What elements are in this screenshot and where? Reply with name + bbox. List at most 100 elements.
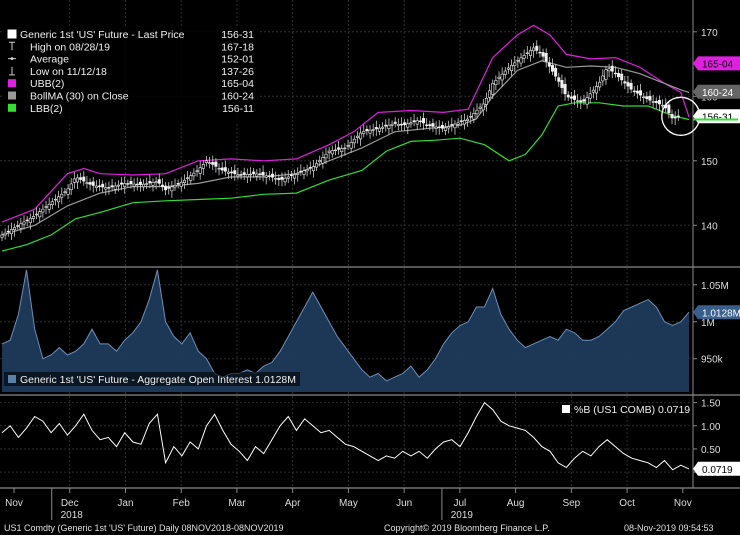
candle-body xyxy=(550,65,554,72)
candle-body xyxy=(494,79,498,85)
candle-body xyxy=(374,127,378,130)
candle-body xyxy=(274,178,278,180)
candle-body xyxy=(566,94,570,98)
candle-body xyxy=(466,118,470,121)
candle-body xyxy=(390,123,394,126)
candle-body xyxy=(151,182,155,186)
candle-body xyxy=(422,118,426,124)
candle-body xyxy=(186,177,190,179)
low-marker-icon xyxy=(9,66,15,76)
ubb-value-tag: 165-04 xyxy=(702,59,734,70)
candle-body xyxy=(541,52,545,57)
candle-body xyxy=(632,90,636,93)
candle-body xyxy=(179,182,183,187)
candle-body xyxy=(528,50,532,56)
candle-body xyxy=(437,126,441,129)
candle-body xyxy=(3,232,7,236)
candle-body xyxy=(293,174,297,179)
legend-item-name: High on 08/28/19 xyxy=(30,41,110,53)
candle-body xyxy=(406,123,410,128)
price-tick-label: 150 xyxy=(701,157,718,168)
candle-body xyxy=(579,100,583,103)
candle-body xyxy=(484,97,488,105)
candle-body xyxy=(164,185,168,191)
month-label: Apr xyxy=(285,498,301,509)
candle-body xyxy=(607,68,611,72)
month-label: Jan xyxy=(117,498,133,509)
candle-body xyxy=(510,64,514,71)
candle-body xyxy=(613,72,617,75)
candle-body xyxy=(85,182,89,184)
month-label: Nov xyxy=(674,498,692,509)
candle-body xyxy=(255,173,259,177)
grid-lines xyxy=(0,0,740,489)
candle-body xyxy=(610,65,614,72)
candle-body xyxy=(639,90,643,96)
candle-body xyxy=(280,176,284,180)
candle-body xyxy=(365,128,369,132)
candle-body xyxy=(142,183,146,188)
legend-background xyxy=(4,28,259,122)
legend-item-value: 156-11 xyxy=(222,103,254,115)
candle-body xyxy=(211,162,215,165)
candle-body xyxy=(491,83,495,95)
average-line-icon-dot xyxy=(10,57,14,61)
candle-body xyxy=(462,120,466,125)
candle-body xyxy=(60,193,64,198)
pb-value-tag: 0.0719 xyxy=(702,465,733,476)
candle-body xyxy=(53,198,57,201)
candle-body xyxy=(560,80,564,88)
candle-body xyxy=(286,176,290,179)
candle-body xyxy=(623,81,627,84)
candle-body xyxy=(648,95,652,101)
ubbband-line xyxy=(1,24,690,223)
candle-body xyxy=(673,116,677,119)
candle-body xyxy=(620,73,624,81)
candle-body xyxy=(113,185,117,190)
candle-body xyxy=(79,177,83,180)
candle-body xyxy=(129,181,133,185)
candle-body xyxy=(481,103,485,111)
last-price-value-tag: 156-31 xyxy=(702,112,734,123)
white-square-icon xyxy=(7,29,17,39)
legend-item-value: 165-04 xyxy=(221,78,254,90)
legend-item-name: Average xyxy=(30,54,69,66)
candle-body xyxy=(217,167,221,170)
candle-body xyxy=(35,213,39,216)
candle-body xyxy=(500,73,504,81)
candle-body xyxy=(154,181,158,183)
candle-body xyxy=(50,201,54,205)
candle-body xyxy=(585,97,589,105)
candle-body xyxy=(544,52,548,62)
candle-body xyxy=(337,147,341,150)
candle-body xyxy=(359,132,363,140)
candle-body xyxy=(554,67,558,77)
candle-body xyxy=(409,122,413,125)
candle-body xyxy=(167,186,171,189)
candle-body xyxy=(519,57,523,64)
candle-body xyxy=(264,175,268,178)
candle-body xyxy=(654,100,658,104)
candle-body xyxy=(576,100,580,102)
candle-body xyxy=(145,183,149,185)
candle-body xyxy=(645,96,649,100)
candle-body xyxy=(651,101,655,103)
candle-body xyxy=(208,162,212,164)
candle-body xyxy=(327,150,331,153)
candle-body xyxy=(431,123,435,127)
candle-body xyxy=(657,99,661,105)
footer-bar: US1 Comdty (Generic 1st 'US' Future) Dai… xyxy=(0,521,740,535)
open-interest-legend: Generic 1st 'US' Future - Aggregate Open… xyxy=(4,372,300,386)
pb-tick-label: 1.00 xyxy=(701,422,721,433)
candle-body xyxy=(415,120,419,125)
candle-body xyxy=(47,203,51,210)
candle-body xyxy=(661,104,665,107)
candle-body xyxy=(525,52,529,54)
year-label: 2019 xyxy=(451,510,474,521)
candle-body xyxy=(321,157,325,164)
candle-body xyxy=(305,169,309,172)
month-label: Sep xyxy=(562,498,580,509)
candle-body xyxy=(522,55,526,59)
candle-body xyxy=(94,185,98,188)
